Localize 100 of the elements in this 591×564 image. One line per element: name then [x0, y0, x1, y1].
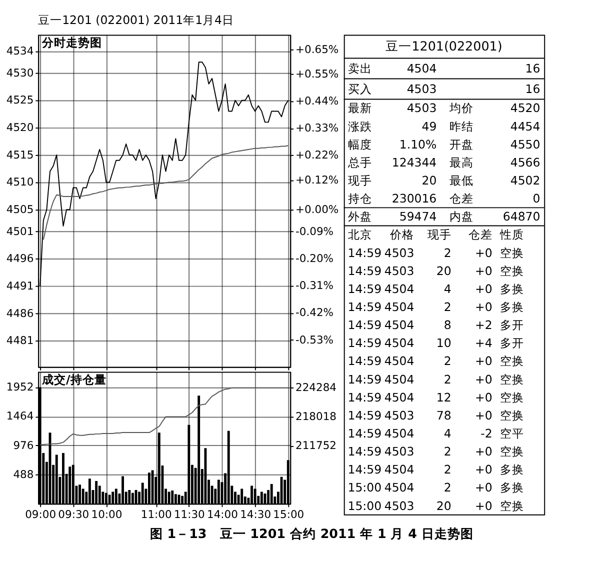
- text: 北京: [348, 228, 372, 242]
- text: 12: [436, 390, 452, 404]
- text: +2: [475, 318, 492, 332]
- text: +0: [475, 372, 492, 386]
- text: 仓差: [468, 228, 492, 242]
- text: 20: [422, 173, 437, 188]
- text: -2: [480, 426, 492, 440]
- text: 2: [444, 300, 452, 314]
- y2-tick-label: -0.53%: [296, 333, 334, 346]
- x-tick-label: 11:30: [174, 508, 206, 521]
- text: 空换: [500, 408, 524, 422]
- text: 78: [436, 408, 452, 422]
- text: 现手: [427, 228, 452, 242]
- y2-tick-label: +0.33%: [296, 122, 339, 135]
- text: 空换: [500, 246, 524, 260]
- y2-tick-label: -0.31%: [296, 279, 334, 292]
- text: 4504: [384, 282, 414, 296]
- text: 幅度: [348, 137, 372, 152]
- text: 8: [444, 318, 452, 332]
- text: 4503: [384, 246, 414, 260]
- y2-tick-label: +0.12%: [296, 173, 339, 186]
- line-series: [40, 387, 289, 446]
- text: 4504: [384, 336, 414, 350]
- chart-title: 成交/持仓量: [41, 372, 106, 387]
- text: 124344: [392, 155, 437, 170]
- y-tick-label: 488: [13, 468, 34, 481]
- text: 空平: [500, 426, 524, 440]
- text: 4504: [384, 462, 414, 477]
- y2-tick-label: +0.55%: [296, 68, 339, 81]
- text: +0: [475, 264, 492, 278]
- text: 14:59: [348, 318, 382, 332]
- text: 4503: [384, 408, 414, 422]
- text: 16: [525, 82, 540, 96]
- text: 多开: [500, 336, 524, 350]
- y2-tick-label: +0.44%: [296, 94, 339, 108]
- y2-tick-label: -0.42%: [296, 306, 334, 320]
- text: 14:59: [348, 354, 382, 368]
- text: 价格: [389, 228, 414, 242]
- text: 16: [525, 61, 540, 76]
- text: 豆一1201(022001): [386, 38, 502, 54]
- text: 14:59: [348, 390, 382, 404]
- text: 4504: [384, 372, 414, 386]
- text: +0: [475, 390, 492, 404]
- text: +0: [475, 300, 492, 314]
- text: 4504: [384, 426, 414, 440]
- text: 4504: [384, 480, 414, 495]
- text: 59474: [399, 210, 437, 224]
- y-tick-label: 4481: [6, 334, 34, 348]
- text: 总手: [346, 155, 372, 170]
- text: 4503: [406, 101, 437, 116]
- text: 2: [444, 462, 452, 477]
- text: 4520: [510, 101, 540, 116]
- text: 4: [444, 426, 452, 440]
- text: 仓差: [449, 192, 474, 206]
- text: 4: [444, 282, 452, 296]
- text: +0: [475, 408, 492, 422]
- y-tick-label: 1464: [6, 410, 34, 423]
- text: 现手: [348, 173, 372, 188]
- text: 2: [444, 444, 452, 459]
- y-tick-label: 1952: [6, 380, 34, 394]
- text: 多开: [500, 318, 524, 332]
- text: 4504: [384, 300, 414, 314]
- text: 4504: [406, 61, 437, 76]
- text: 多换: [500, 282, 524, 296]
- text: 230016: [392, 192, 437, 206]
- x-tick-label: 11:00: [140, 508, 172, 521]
- text: +0: [475, 444, 492, 459]
- y-tick-label: 4530: [6, 66, 34, 80]
- text: 4502: [510, 173, 540, 188]
- text: +0: [475, 282, 492, 296]
- text: 最新: [348, 101, 372, 116]
- text: 最高: [449, 155, 474, 170]
- x-tick-label: 15:00: [273, 508, 304, 521]
- y2-tick-label: -0.09%: [296, 225, 334, 238]
- y2-tick-label: 211752: [296, 439, 336, 452]
- text: 空换: [500, 498, 524, 513]
- text: 14:59: [348, 282, 382, 296]
- text: 外盘: [348, 210, 372, 224]
- text: 14:59: [348, 246, 382, 260]
- caption: 图 1－13 豆一 1201 合约 2011 年 1 月 4 日走势图: [150, 526, 474, 541]
- text: +0: [475, 480, 492, 495]
- y-tick-label: 4486: [6, 306, 34, 320]
- text: 14:59: [348, 336, 382, 350]
- y-tick-label: 4491: [6, 279, 34, 292]
- text: 2: [444, 480, 452, 495]
- text: 4454: [510, 119, 540, 134]
- text: 14:59: [348, 444, 382, 459]
- text: 4503: [384, 444, 414, 459]
- y2-tick-label: +0.65%: [296, 42, 339, 56]
- text: 4504: [384, 390, 414, 404]
- x-tick-label: 14:00: [207, 508, 238, 521]
- text: 性质: [499, 228, 524, 242]
- x-tick-label: 14:30: [240, 508, 272, 521]
- y-tick-label: 4525: [6, 94, 34, 107]
- text: 20: [436, 498, 452, 513]
- text: 开盘: [449, 137, 474, 152]
- text: 14:59: [348, 426, 382, 440]
- y2-tick-label: 218018: [296, 410, 337, 424]
- y-tick-label: 4510: [6, 176, 34, 189]
- text: 2: [444, 354, 452, 368]
